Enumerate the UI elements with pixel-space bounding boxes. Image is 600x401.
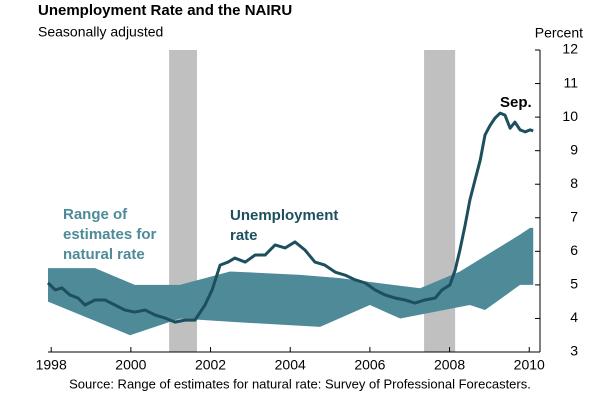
x-tick-label: 2006	[354, 357, 385, 373]
y-tick-label: 7	[570, 208, 578, 224]
x-tick-label: 2002	[195, 357, 226, 373]
series-label: rate	[230, 227, 258, 244]
y-axis-label: Percent	[535, 25, 583, 41]
band-label: Range of	[63, 206, 128, 223]
band-label: natural rate	[63, 246, 145, 263]
y-tick-label: 8	[570, 175, 578, 191]
unemployment-line	[46, 111, 534, 324]
y-tick-label: 3	[570, 343, 578, 359]
y-tick-label: 6	[570, 242, 578, 258]
end-label: Sep.	[500, 94, 532, 111]
band-label: estimates for	[63, 226, 157, 243]
y-tick-label: 9	[570, 141, 578, 157]
y-tick-label: 11	[563, 74, 578, 90]
x-tick-label: 2004	[275, 357, 306, 373]
y-tick-label: 10	[562, 108, 578, 124]
chart-subtitle: Seasonally adjusted	[38, 24, 163, 40]
y-tick-label: 5	[570, 276, 578, 292]
series-label: Unemployment	[230, 207, 338, 224]
y-tick-label: 12	[562, 41, 578, 57]
chart-title: Unemployment Rate and the NAIRU	[38, 2, 292, 19]
source-note: Source: Range of estimates for natural r…	[69, 376, 531, 391]
x-tick-label: 1998	[36, 357, 67, 373]
y-tick-label: 4	[570, 309, 578, 325]
x-tick-label: 2000	[115, 357, 146, 373]
x-tick-label: 2008	[434, 357, 465, 373]
natural-rate-band	[48, 227, 534, 336]
x-tick-label: 2010	[514, 357, 545, 373]
